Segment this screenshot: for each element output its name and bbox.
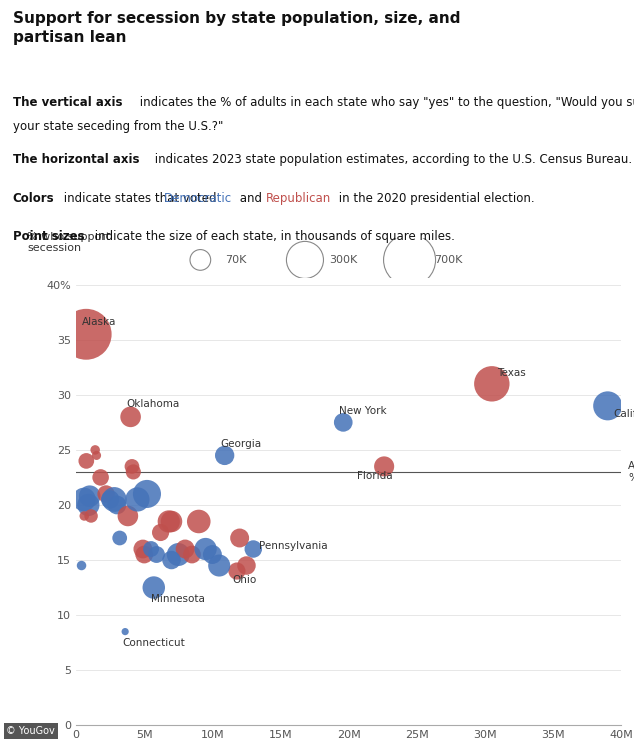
Text: indicates 2023 state population estimates, according to the U.S. Census Bureau.: indicates 2023 state population estimate… xyxy=(151,153,632,166)
Point xyxy=(81,455,91,467)
Text: © YouGov: © YouGov xyxy=(6,726,55,736)
Point xyxy=(195,254,205,266)
Point xyxy=(155,527,165,539)
Point xyxy=(242,559,252,571)
Point xyxy=(142,488,152,500)
Point xyxy=(81,329,91,340)
Text: Alaska: Alaska xyxy=(82,317,117,326)
Point xyxy=(193,516,204,528)
Text: indicate states that voted: indicate states that voted xyxy=(60,192,221,205)
Point xyxy=(91,449,101,461)
Point xyxy=(112,499,122,511)
Point xyxy=(219,449,230,461)
Point xyxy=(187,548,197,560)
Point xyxy=(214,559,224,571)
Point xyxy=(96,471,106,483)
Point xyxy=(127,460,137,472)
Point xyxy=(200,543,210,555)
Text: your state seceding from the U.S.?": your state seceding from the U.S.?" xyxy=(13,120,223,133)
Text: % who support
secession: % who support secession xyxy=(27,232,110,253)
Point xyxy=(173,548,183,560)
Point xyxy=(115,532,125,544)
Point xyxy=(105,494,115,505)
Point xyxy=(138,543,148,555)
Point xyxy=(83,499,93,511)
Text: Connecticut: Connecticut xyxy=(122,638,185,648)
Text: Georgia: Georgia xyxy=(221,439,262,448)
Point xyxy=(338,417,348,428)
Text: Florida: Florida xyxy=(357,471,392,481)
Point xyxy=(379,460,389,472)
Point xyxy=(139,548,150,560)
Text: Support for secession by state population, size, and
partisan lean: Support for secession by state populatio… xyxy=(13,11,460,44)
Text: Ohio: Ohio xyxy=(233,575,257,585)
Text: 70K: 70K xyxy=(225,255,246,265)
Text: Oklahoma: Oklahoma xyxy=(127,399,180,409)
Point xyxy=(235,532,245,544)
Text: The vertical axis: The vertical axis xyxy=(13,96,122,110)
Point xyxy=(126,411,136,423)
Text: 700K: 700K xyxy=(434,255,462,265)
Text: New York: New York xyxy=(339,406,387,416)
Text: The horizontal axis: The horizontal axis xyxy=(13,153,139,166)
Point xyxy=(84,490,95,502)
Point xyxy=(77,559,87,571)
Text: Point sizes: Point sizes xyxy=(13,230,84,243)
Point xyxy=(101,488,111,500)
Text: Average
%: Average % xyxy=(628,461,634,482)
Point xyxy=(90,444,100,456)
Point xyxy=(487,378,497,390)
Point xyxy=(109,494,119,505)
Text: Texas: Texas xyxy=(497,369,526,378)
Point xyxy=(404,254,415,266)
Point xyxy=(166,554,176,566)
Text: Minnesota: Minnesota xyxy=(151,594,205,604)
Point xyxy=(152,548,162,560)
Text: Pennsylvania: Pennsylvania xyxy=(259,541,327,551)
Point xyxy=(166,516,176,528)
Point xyxy=(128,466,138,478)
Point xyxy=(164,516,174,528)
Point xyxy=(300,254,310,266)
Point xyxy=(149,582,159,593)
Text: and: and xyxy=(236,192,266,205)
Point xyxy=(248,543,258,555)
Point xyxy=(86,510,96,522)
Point xyxy=(146,543,156,555)
Text: Republican: Republican xyxy=(266,192,332,205)
Point xyxy=(232,565,242,577)
Point xyxy=(79,510,89,522)
Point xyxy=(180,543,190,555)
Text: 300K: 300K xyxy=(330,255,358,265)
Point xyxy=(133,494,143,505)
Point xyxy=(123,510,133,522)
Text: California: California xyxy=(613,409,634,419)
Point xyxy=(602,400,612,411)
Point xyxy=(79,494,89,505)
Point xyxy=(120,626,130,638)
Text: Democratic: Democratic xyxy=(164,192,231,205)
Text: indicate the size of each state, in thousands of square miles.: indicate the size of each state, in thou… xyxy=(91,230,455,243)
Text: indicates the % of adults in each state who say "yes" to the question, "Would yo: indicates the % of adults in each state … xyxy=(136,96,634,110)
Text: in the 2020 presidential election.: in the 2020 presidential election. xyxy=(335,192,534,205)
Text: Colors: Colors xyxy=(13,192,55,205)
Point xyxy=(207,548,217,560)
